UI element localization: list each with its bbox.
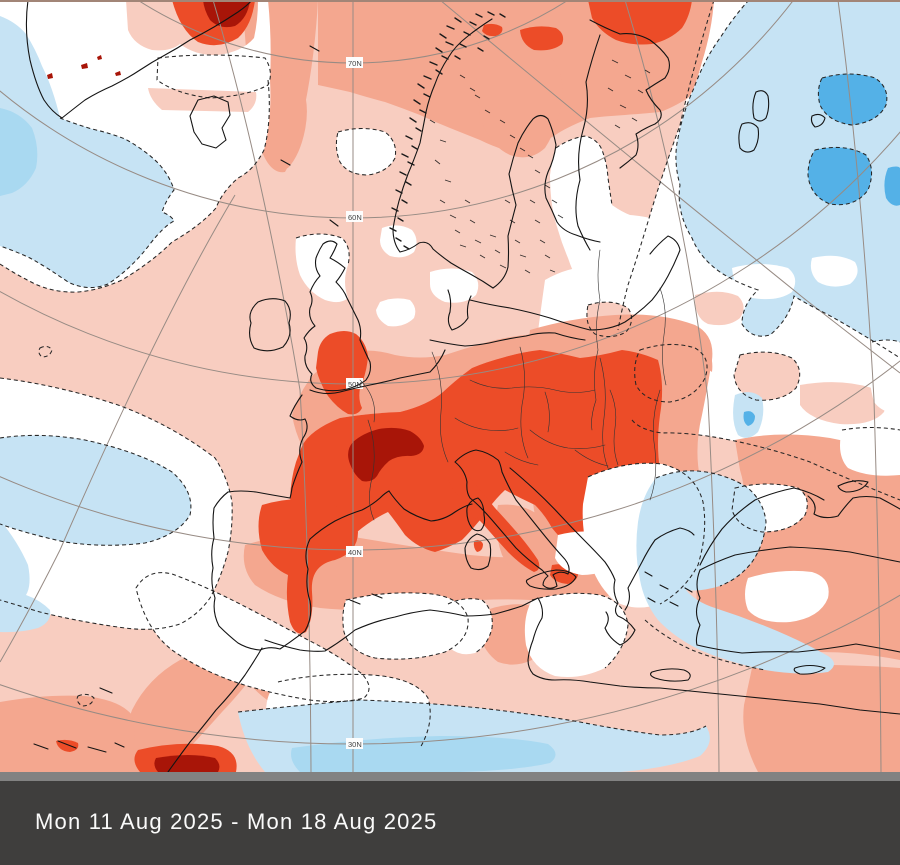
svg-text:40N: 40N <box>348 548 362 557</box>
svg-text:50N: 50N <box>348 380 362 389</box>
svg-text:30N: 30N <box>348 740 362 749</box>
svg-text:60N: 60N <box>348 213 362 222</box>
svg-text:70N: 70N <box>348 59 362 68</box>
